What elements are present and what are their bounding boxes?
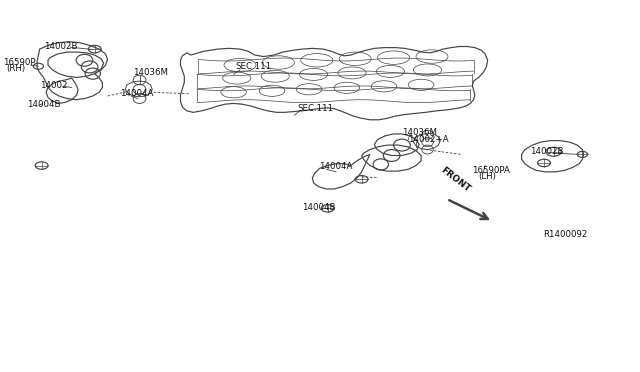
Text: R1400092: R1400092 bbox=[543, 230, 587, 239]
Text: (LH): (LH) bbox=[479, 172, 497, 181]
Text: 16590P: 16590P bbox=[3, 58, 36, 67]
Text: 14004A: 14004A bbox=[319, 162, 352, 171]
Text: 14004A: 14004A bbox=[120, 89, 154, 98]
Text: 14036M: 14036M bbox=[402, 128, 437, 137]
Text: (RH): (RH) bbox=[6, 64, 26, 73]
Text: 14002+A: 14002+A bbox=[408, 135, 449, 144]
Text: SEC.111: SEC.111 bbox=[236, 62, 271, 71]
Text: 14004B: 14004B bbox=[302, 203, 335, 212]
Text: SEC.111: SEC.111 bbox=[298, 104, 333, 113]
Text: 14002B: 14002B bbox=[530, 147, 563, 156]
Text: 14036M: 14036M bbox=[133, 68, 168, 77]
Text: 14004B: 14004B bbox=[27, 100, 60, 109]
Text: 16590PA: 16590PA bbox=[472, 166, 510, 175]
Text: FRONT: FRONT bbox=[439, 165, 472, 193]
Text: 14002: 14002 bbox=[40, 81, 67, 90]
Text: 14002B: 14002B bbox=[44, 42, 77, 51]
